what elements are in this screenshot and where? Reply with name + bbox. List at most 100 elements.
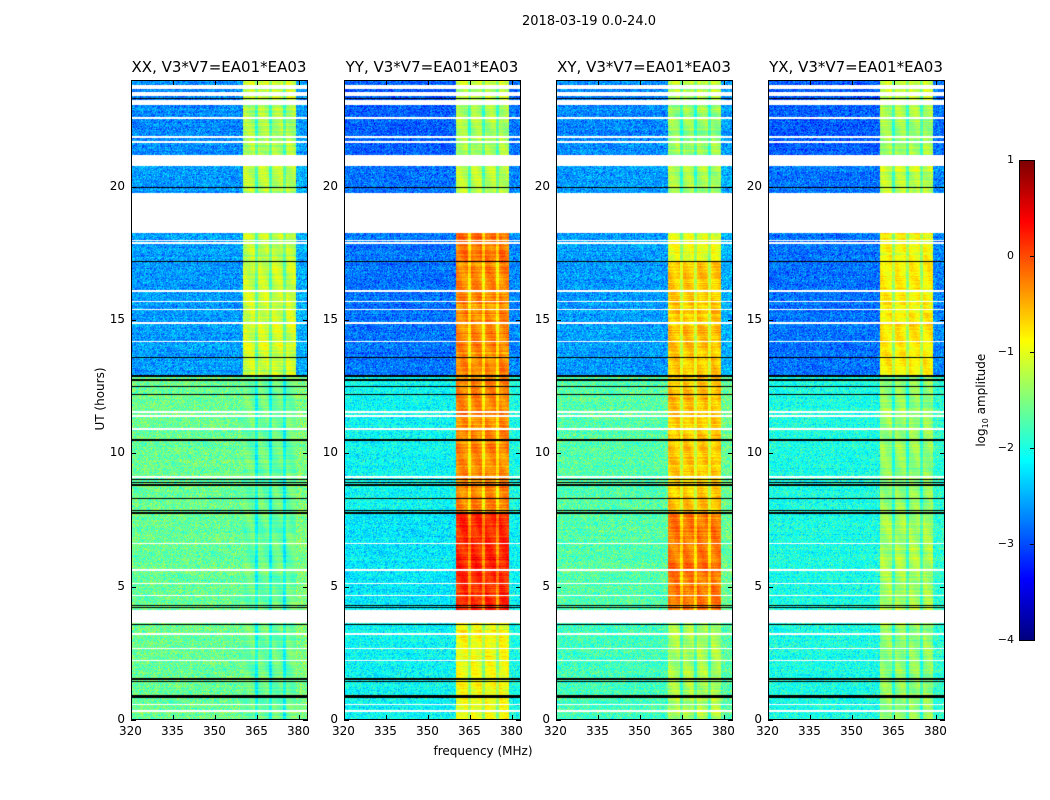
y-tick-label: 20 <box>322 178 338 193</box>
x-tick-label: 320 <box>119 724 142 738</box>
x-tick-label: 350 <box>628 724 651 738</box>
y-tick-mark <box>556 586 561 588</box>
x-tick-label: 380 <box>712 724 735 738</box>
y-tick-label: 15 <box>322 312 338 326</box>
spectrogram-panel-yy <box>344 80 521 720</box>
y-tick-mark <box>556 186 561 188</box>
x-tick-label: 380 <box>287 724 310 738</box>
y-tick-label: 5 <box>542 578 550 593</box>
x-tick-mark <box>386 80 387 85</box>
spectrogram-panel-xy <box>556 80 733 720</box>
colorbar-label-main: log <box>973 428 988 447</box>
y-tick-label: 10 <box>322 445 338 460</box>
colorbar-tick-label: −4 <box>997 633 1014 646</box>
y-tick-label: 10 <box>534 445 550 460</box>
x-tick-mark <box>640 80 642 85</box>
x-axis-label: frequency (MHz) <box>433 744 533 758</box>
x-tick-mark <box>936 80 938 85</box>
x-tick-mark <box>131 80 132 85</box>
x-tick-mark <box>682 80 684 85</box>
x-tick-mark <box>598 715 599 720</box>
heatmap-cells <box>769 81 944 719</box>
y-tick-mark <box>131 186 136 188</box>
x-tick-mark <box>215 715 217 720</box>
x-tick-label: 335 <box>374 724 397 738</box>
x-tick-mark <box>299 715 301 720</box>
x-tick-label: 365 <box>458 724 481 738</box>
y-tick-mark <box>344 453 349 455</box>
panel-title: YX, V3*V7=EA01*EA03 <box>769 58 943 76</box>
y-tick-label: 10 <box>746 445 762 460</box>
spectrogram-panel-xx <box>131 80 308 720</box>
y-tick-mark <box>303 720 308 721</box>
x-tick-mark <box>936 715 938 720</box>
x-tick-label: 380 <box>500 724 523 738</box>
x-tick-label: 320 <box>756 724 779 738</box>
y-tick-mark <box>516 320 521 321</box>
x-tick-mark <box>344 715 345 720</box>
x-tick-mark <box>428 715 430 720</box>
y-tick-mark <box>940 720 945 721</box>
y-tick-mark <box>728 186 733 188</box>
y-tick-mark <box>556 720 561 721</box>
y-tick-mark <box>728 586 733 588</box>
y-tick-mark <box>940 586 945 588</box>
y-tick-mark <box>303 320 308 321</box>
y-tick-mark <box>556 453 561 455</box>
x-tick-mark <box>810 80 811 85</box>
x-tick-mark <box>428 80 430 85</box>
y-tick-label: 20 <box>109 178 125 193</box>
colorbar-tick-mark <box>1030 640 1035 641</box>
y-tick-label: 10 <box>109 445 125 460</box>
y-tick-mark <box>344 186 349 188</box>
y-tick-label: 20 <box>746 178 762 193</box>
x-tick-mark <box>556 80 557 85</box>
y-tick-mark <box>768 586 773 588</box>
y-tick-mark <box>516 186 521 188</box>
y-tick-mark <box>516 586 521 588</box>
y-tick-mark <box>131 586 136 588</box>
y-tick-mark <box>344 720 349 721</box>
x-tick-mark <box>682 715 684 720</box>
x-tick-label: 365 <box>882 724 905 738</box>
colorbar-tick-label: −3 <box>997 537 1014 550</box>
x-tick-label: 380 <box>924 724 947 738</box>
colorbar-label-sub: 10 <box>981 418 991 429</box>
y-tick-label: 15 <box>534 312 550 326</box>
y-tick-mark <box>768 320 773 321</box>
y-tick-label: 5 <box>330 578 338 593</box>
y-tick-mark <box>131 320 136 321</box>
y-tick-mark <box>940 320 945 321</box>
colorbar-gradient <box>1020 161 1034 640</box>
x-tick-mark <box>512 715 514 720</box>
y-tick-mark <box>303 453 308 455</box>
x-tick-mark <box>215 80 217 85</box>
y-tick-mark <box>303 586 308 588</box>
x-tick-mark <box>724 715 726 720</box>
y-tick-label: 0 <box>754 712 762 726</box>
x-tick-mark <box>470 80 472 85</box>
y-tick-mark <box>768 186 773 188</box>
y-tick-mark <box>768 720 773 721</box>
x-tick-label: 350 <box>416 724 439 738</box>
panel-title: YY, V3*V7=EA01*EA03 <box>345 58 519 76</box>
panel-title: XX, V3*V7=EA01*EA03 <box>131 58 307 76</box>
x-tick-mark <box>640 715 642 720</box>
y-tick-mark <box>344 586 349 588</box>
colorbar-tick-mark <box>1030 160 1035 161</box>
colorbar-tick-mark <box>1030 256 1035 257</box>
x-tick-label: 350 <box>203 724 226 738</box>
y-tick-mark <box>516 453 521 455</box>
y-tick-mark <box>940 453 945 455</box>
colorbar-tick-mark <box>1030 448 1035 449</box>
y-tick-label: 15 <box>109 312 125 326</box>
x-tick-label: 365 <box>245 724 268 738</box>
x-tick-mark <box>470 715 472 720</box>
x-tick-mark <box>257 80 259 85</box>
x-tick-mark <box>173 715 174 720</box>
x-tick-label: 320 <box>332 724 355 738</box>
colorbar <box>1019 160 1035 641</box>
heatmap-cells <box>345 81 520 719</box>
figure-title: 2018-03-19 0.0-24.0 <box>522 14 656 29</box>
y-tick-mark <box>768 453 773 455</box>
